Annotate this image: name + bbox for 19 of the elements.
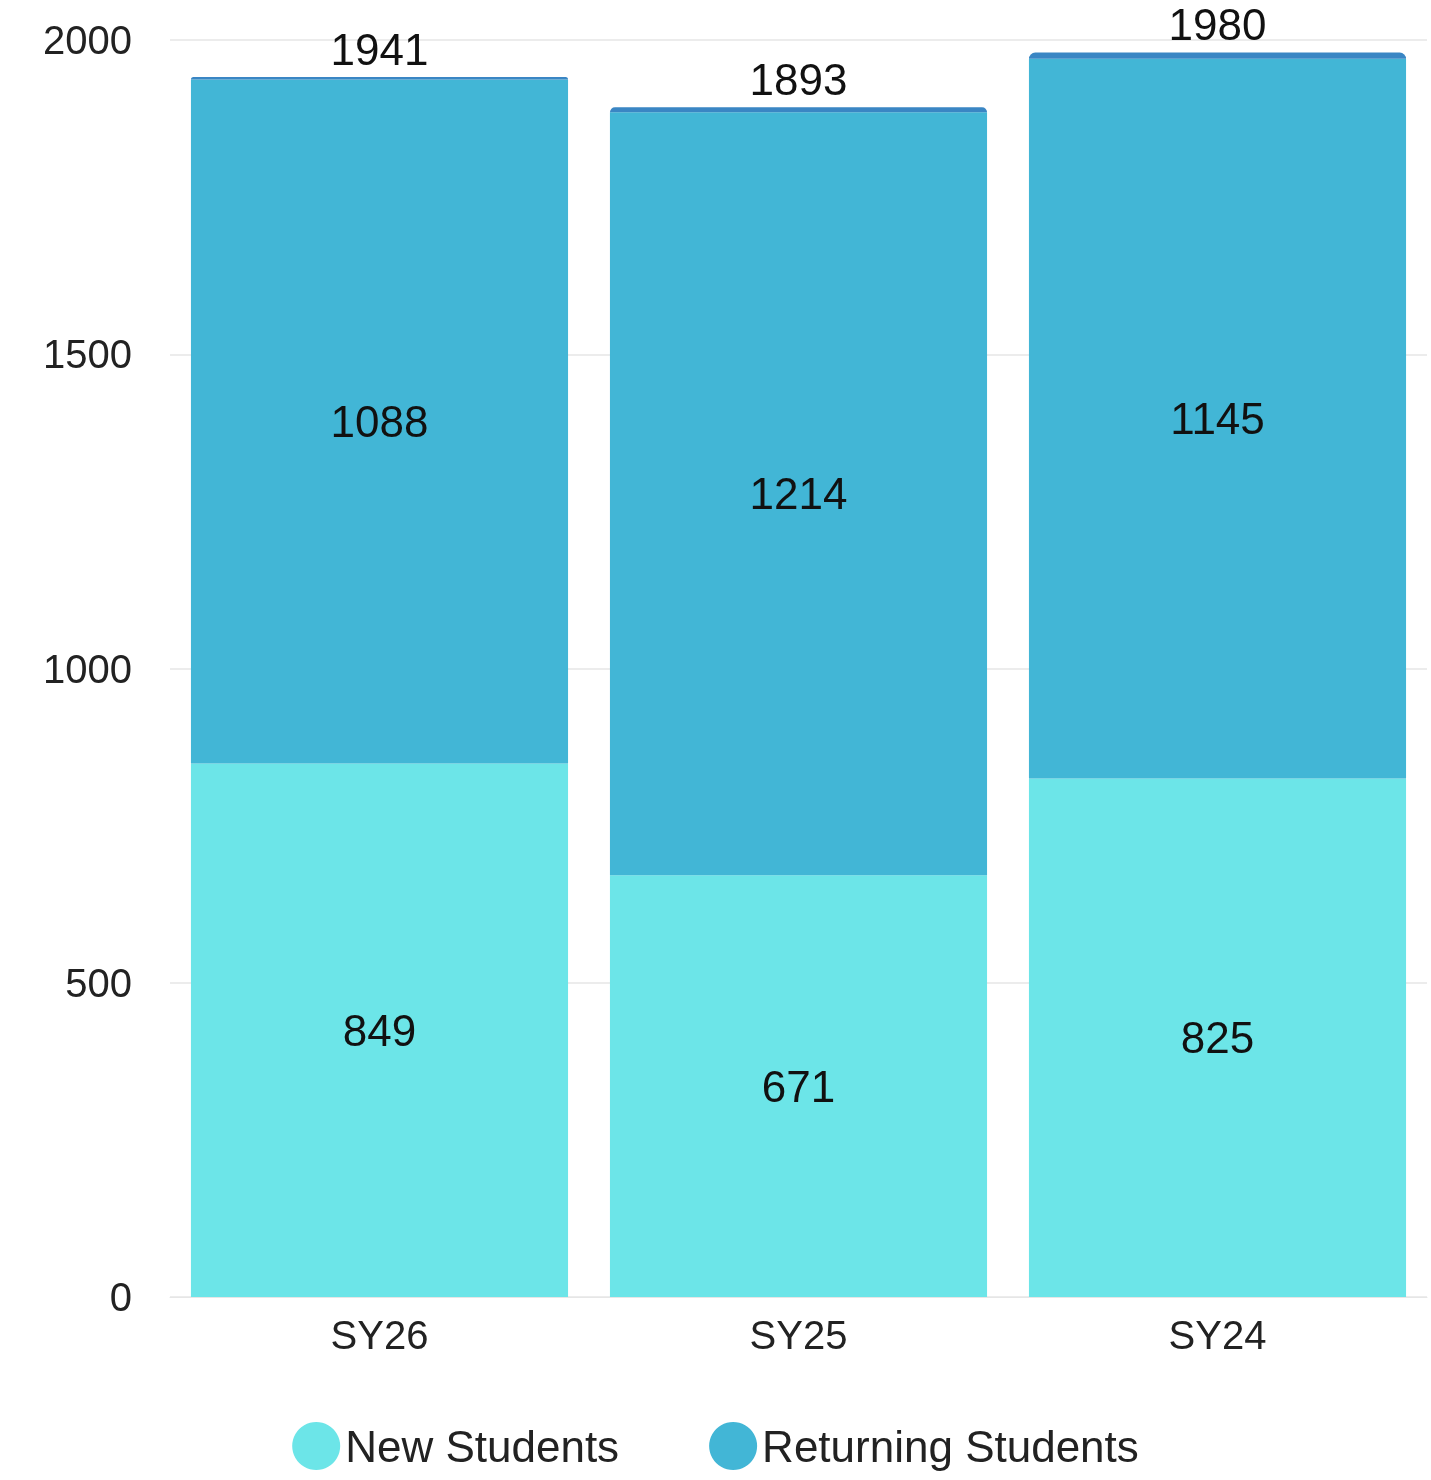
y-tick-label: 500 bbox=[65, 960, 132, 1005]
data-label: 671 bbox=[761, 1061, 836, 1111]
y-tick-label: 1500 bbox=[43, 332, 132, 377]
total-label: 1941 bbox=[330, 24, 429, 74]
data-label: 1214 bbox=[749, 469, 848, 519]
x-tick-label: SY25 bbox=[749, 1313, 848, 1357]
data-label: 825 bbox=[1180, 1013, 1255, 1063]
x-tick-label: SY26 bbox=[330, 1313, 429, 1357]
total-label: 1980 bbox=[1168, 0, 1267, 50]
data-label: 1088 bbox=[330, 397, 429, 446]
x-tick-label: SY24 bbox=[1168, 1313, 1267, 1357]
data-label: 1145 bbox=[1170, 394, 1265, 444]
y-tick-label: 2000 bbox=[43, 18, 132, 62]
y-tick-label: 1000 bbox=[43, 646, 132, 691]
y-tick-label: 0 bbox=[109, 1275, 132, 1319]
legend-label: New Students bbox=[345, 1421, 620, 1471]
data-label: 849 bbox=[342, 1005, 417, 1055]
total-label: 1893 bbox=[749, 54, 848, 104]
legend-label: Returning Students bbox=[762, 1421, 1139, 1471]
